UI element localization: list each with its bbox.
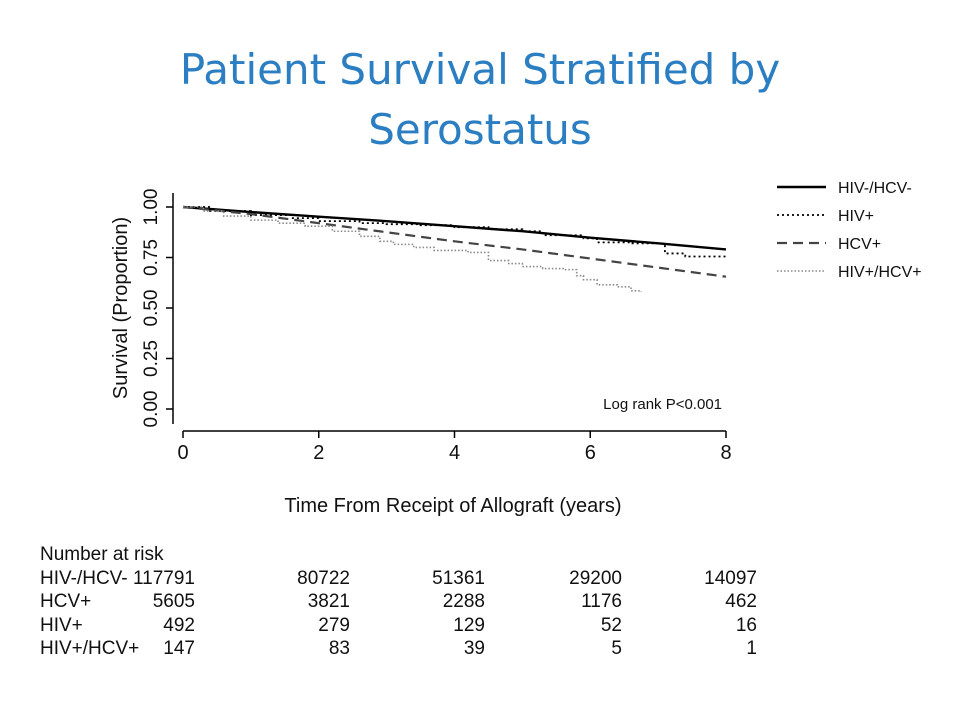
x-tick-label: 8 — [720, 442, 731, 464]
risk-count: 1 — [746, 638, 757, 659]
risk-count: 51361 — [432, 567, 485, 589]
log-rank-annotation: Log rank P<0.001 — [603, 396, 722, 413]
risk-count: 16 — [735, 614, 757, 636]
y-tick-label: 0.00 — [141, 391, 162, 428]
risk-count: 1176 — [581, 591, 622, 612]
y-axis-label: Survival (Proportion) — [110, 217, 132, 399]
risk-count: 39 — [463, 638, 485, 659]
x-tick-label: 6 — [585, 442, 596, 464]
risk-count: 492 — [163, 614, 195, 636]
legend-label-hiv-hcv: HIV+/HCV+ — [838, 264, 922, 281]
x-tick-label: 0 — [177, 442, 188, 464]
risk-count: 29200 — [569, 567, 622, 589]
risk-table-rows: HIV-/HCV- 117791 80722 51361 29200 14097 HCV+ 5… — [40, 567, 760, 661]
risk-count: 129 — [453, 614, 485, 636]
risk-count: 80722 — [297, 567, 350, 589]
risk-count: 3821 — [307, 591, 350, 612]
x-tick-label: 2 — [313, 442, 324, 464]
risk-count: 2288 — [442, 591, 485, 612]
risk-count: 279 — [318, 614, 350, 636]
risk-table-row: HIV+/HCV+ 147 83 39 5 1 — [40, 637, 760, 661]
series-line-hiv-hcv — [182, 205, 727, 251]
risk-table-row: HIV-/HCV- 117791 80722 51361 29200 14097 — [40, 567, 760, 591]
y-tick-label: 0.25 — [141, 340, 162, 377]
risk-count: 52 — [600, 614, 622, 636]
series-line-hiv — [183, 206, 726, 258]
series-line-hiv-hcv — [183, 206, 642, 292]
legend-label-hcv: HCV+ — [838, 236, 881, 253]
risk-count: 5605 — [152, 591, 195, 612]
chart-ticks: 0 2 4 6 8 0.00 0.25 0.50 0.75 1.00 — [141, 189, 732, 464]
y-tick-label: 1.00 — [141, 189, 162, 226]
risk-count: 14097 — [704, 567, 757, 589]
risk-table-row: HIV+ 492 279 129 52 16 — [40, 614, 760, 638]
x-axis-label: Time From Receipt of Allograft (years) — [284, 495, 621, 517]
risk-row-label: HIV-/HCV- — [40, 567, 128, 589]
risk-table-row: HCV+ 5605 3821 2288 1176 462 — [40, 590, 760, 614]
risk-table-title: Number at risk — [40, 544, 164, 565]
risk-count: 5 — [611, 638, 622, 659]
x-tick-label: 4 — [449, 442, 460, 464]
risk-count: 147 — [163, 638, 195, 659]
risk-count: 83 — [328, 638, 350, 659]
legend-label-hiv-hcv: HIV-/HCV- — [838, 180, 912, 197]
chart-legend: HIV-/HCV- HIV+ HCV+ HIV+/HCV+ — [777, 180, 922, 281]
risk-row-label: HIV+ — [40, 614, 83, 636]
page-title: Patient Survival Stratified by Serostatu… — [179, 45, 781, 154]
risk-table: Number at risk HIV-/HCV- 117791 80722 51361… — [40, 543, 760, 661]
risk-count: 117791 — [133, 567, 195, 589]
y-tick-label: 0.50 — [141, 290, 162, 327]
series-line-hcv — [182, 205, 727, 278]
y-tick-label: 0.75 — [141, 239, 162, 276]
risk-row-label: HIV+/HCV+ — [40, 638, 140, 659]
chart-series — [182, 205, 727, 292]
risk-row-label: HCV+ — [40, 591, 92, 612]
risk-count: 462 — [725, 591, 757, 612]
legend-label-hiv: HIV+ — [838, 208, 874, 225]
